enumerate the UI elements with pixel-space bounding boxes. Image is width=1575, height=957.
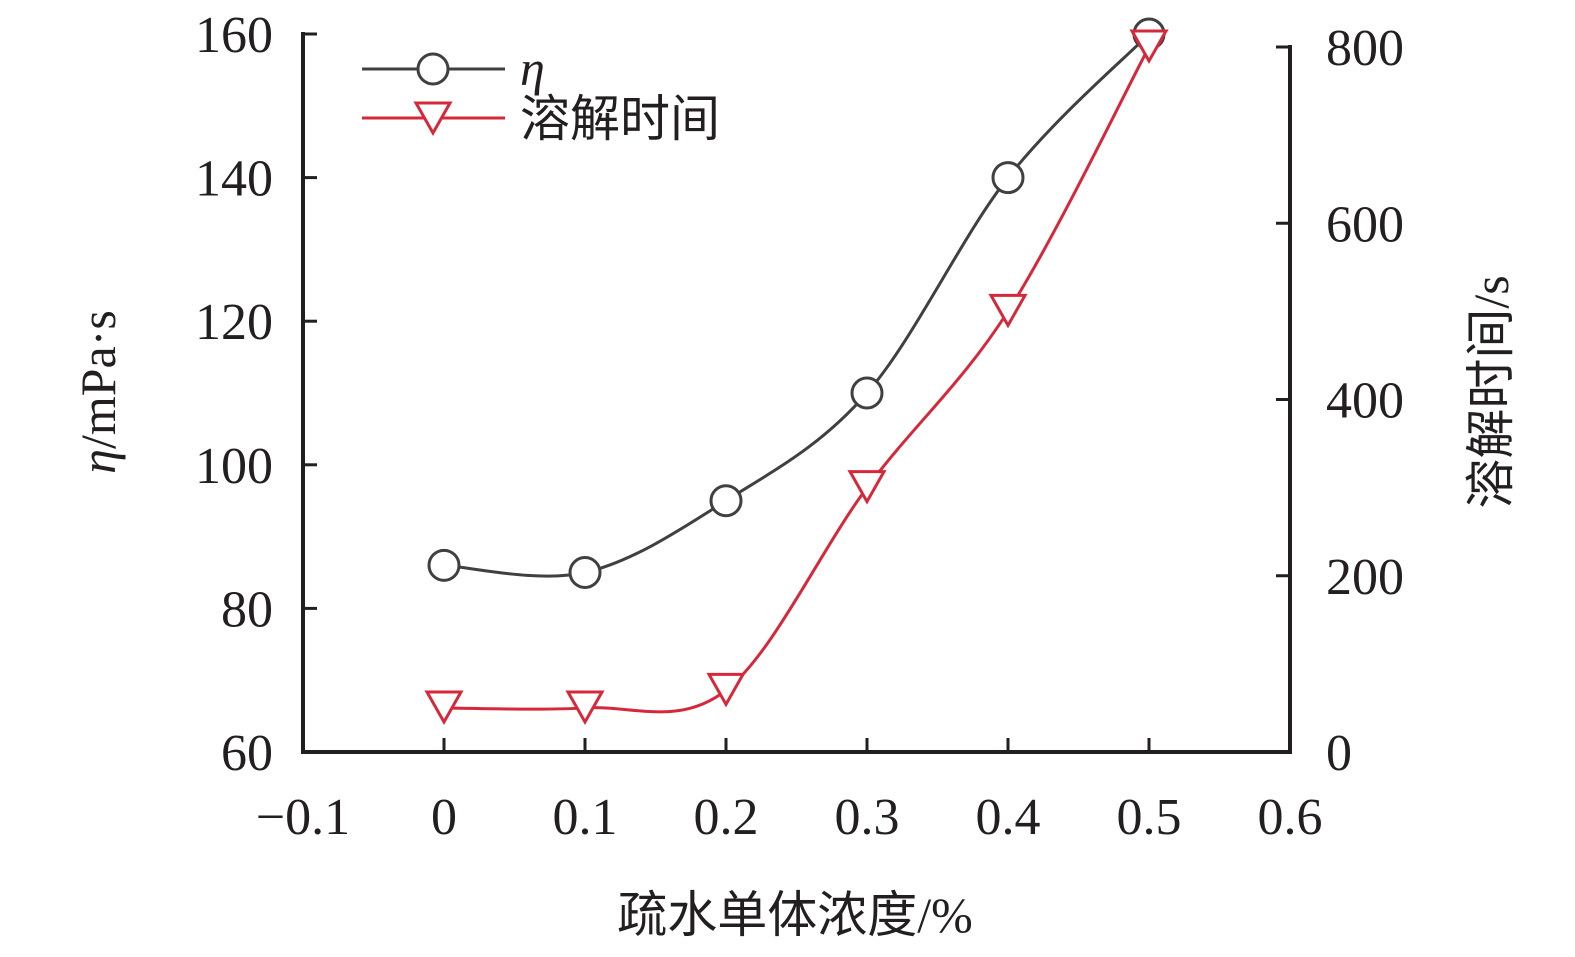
legend-label-eta: η: [520, 40, 545, 96]
right-y-tick-label: 200: [1326, 549, 1404, 606]
x-tick-label: 0.1: [553, 789, 618, 846]
legend-item-dissolution-time: 溶解时间: [362, 91, 720, 147]
right-y-axis-title: 溶解时间/s: [1463, 275, 1519, 508]
left-y-axis-title: η/mPa·s: [70, 310, 126, 474]
legend: η 溶解时间: [362, 40, 720, 147]
tick-marks: [301, 32, 1292, 754]
series-dissolution-time: [424, 29, 1169, 725]
left-y-tick-label: 60: [221, 725, 273, 782]
data-point-triangle: [847, 470, 887, 505]
left-y-tick-label: 140: [195, 151, 273, 208]
left-y-tick-label: 80: [221, 581, 273, 638]
data-point-circle: [991, 161, 1025, 195]
left-y-tick-label: 100: [195, 438, 273, 495]
x-tick-label: 0: [431, 789, 457, 846]
legend-marker-circle-icon: [416, 52, 450, 86]
data-point-triangle: [1129, 29, 1169, 65]
data-point-triangle: [988, 293, 1028, 329]
x-tick-label: 0.3: [835, 789, 900, 846]
left-y-axis-unit: /mPa·s: [70, 310, 126, 449]
right-y-tick-label: 0: [1326, 725, 1352, 782]
x-tick-label: 0.6: [1258, 789, 1323, 846]
right-y-tick-label: 400: [1326, 373, 1404, 430]
data-point-triangle: [565, 690, 605, 725]
data-point-circle: [709, 484, 743, 518]
data-point-circle: [568, 556, 602, 589]
x-tick-label: 0.4: [976, 789, 1041, 846]
x-tick-label: 0.2: [694, 789, 759, 846]
legend-item-eta: η: [362, 40, 545, 96]
left-y-tick-label: 160: [195, 7, 273, 64]
data-point-triangle: [706, 672, 746, 708]
right-y-tick-label: 600: [1326, 196, 1404, 253]
x-tick-label: 0.5: [1117, 789, 1182, 846]
series-eta: [427, 17, 1166, 589]
legend-label-dissolution-time: 溶解时间: [520, 91, 720, 147]
x-axis-title: 疏水单体浓度/%: [617, 887, 973, 943]
left-y-tick-label: 120: [195, 294, 273, 351]
data-point-triangle: [424, 690, 464, 725]
right-y-tick-label: 800: [1326, 20, 1404, 77]
axes: [301, 32, 1292, 754]
series: [424, 17, 1169, 725]
legend-marker-triangle-down-icon: [413, 101, 453, 137]
x-tick-label: −0.1: [256, 789, 350, 846]
data-point-circle: [850, 376, 884, 410]
tick-labels: −0.1 0 0.1 0.2 0.3 0.4 0.5 0.6 60 80 100 120 140 160 0…: [195, 7, 1404, 846]
data-point-circle: [427, 548, 461, 582]
left-y-axis-symbol: η: [70, 449, 126, 474]
